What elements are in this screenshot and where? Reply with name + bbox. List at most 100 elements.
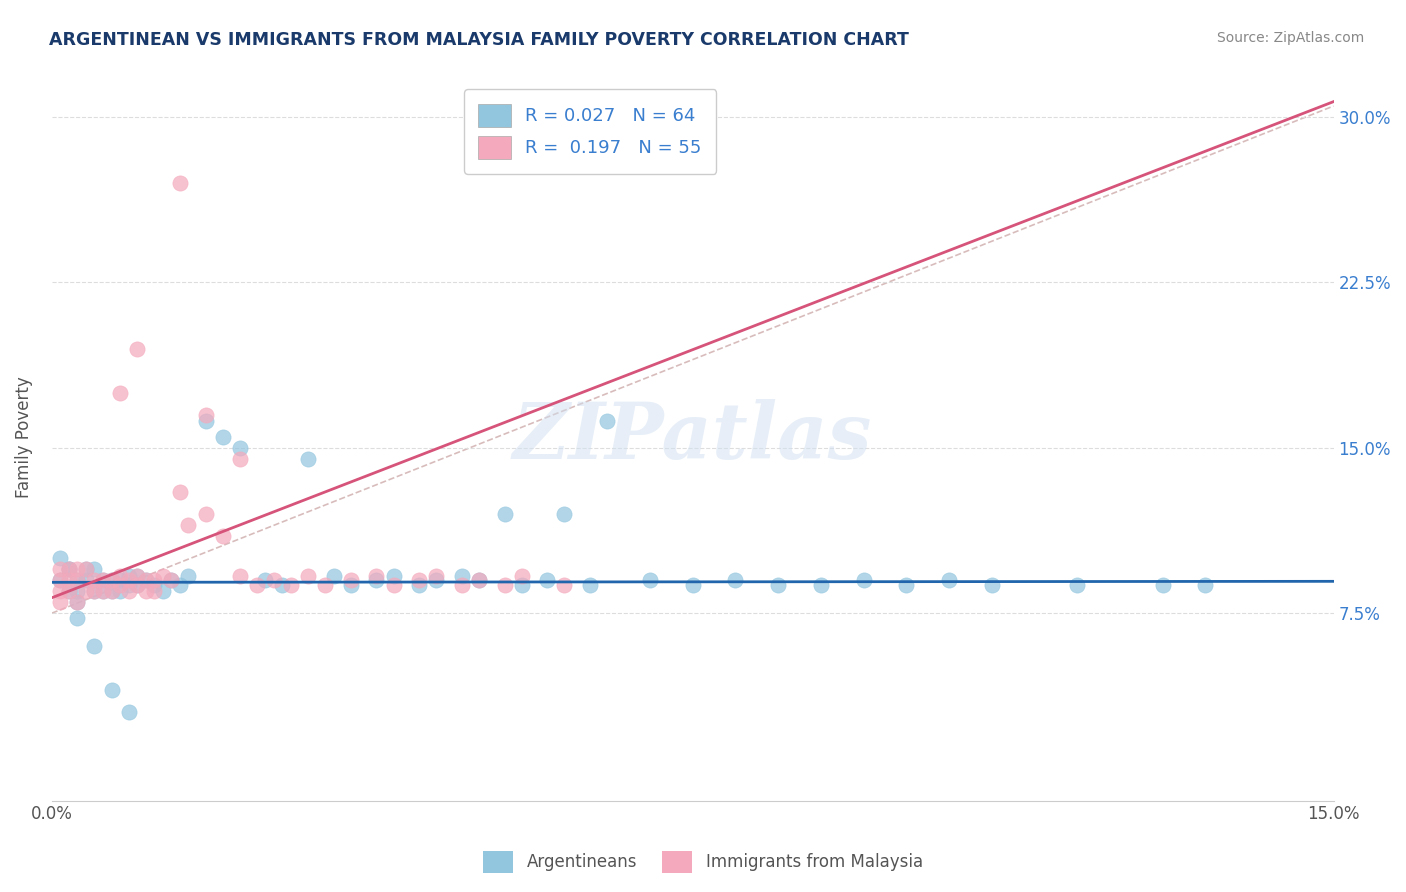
- Point: [366, 568, 388, 582]
- Point: [280, 577, 302, 591]
- Point: [75, 562, 97, 576]
- Point: [596, 414, 619, 428]
- Point: [271, 577, 294, 591]
- Point: [49, 573, 72, 587]
- Point: [118, 706, 141, 720]
- Point: [75, 573, 97, 587]
- Point: [366, 573, 388, 587]
- Legend: R = 0.027   N = 64, R =  0.197   N = 55: R = 0.027 N = 64, R = 0.197 N = 55: [464, 89, 716, 174]
- Point: [66, 573, 89, 587]
- Point: [177, 568, 200, 582]
- Point: [246, 577, 269, 591]
- Point: [49, 584, 72, 599]
- Point: [553, 507, 575, 521]
- Point: [127, 577, 149, 591]
- Point: [100, 573, 122, 587]
- Point: [169, 484, 191, 499]
- Point: [938, 573, 960, 587]
- Point: [58, 584, 80, 599]
- Text: ARGENTINEAN VS IMMIGRANTS FROM MALAYSIA FAMILY POVERTY CORRELATION CHART: ARGENTINEAN VS IMMIGRANTS FROM MALAYSIA …: [49, 31, 910, 49]
- Point: [536, 573, 558, 587]
- Point: [118, 573, 141, 587]
- Point: [83, 584, 105, 599]
- Point: [127, 342, 149, 356]
- Point: [766, 577, 789, 591]
- Point: [66, 562, 89, 576]
- Point: [451, 577, 474, 591]
- Point: [118, 584, 141, 599]
- Point: [1194, 577, 1216, 591]
- Point: [211, 529, 233, 543]
- Point: [49, 573, 72, 587]
- Point: [83, 573, 105, 587]
- Point: [340, 573, 363, 587]
- Point: [91, 584, 114, 599]
- Point: [177, 518, 200, 533]
- Point: [58, 573, 80, 587]
- Point: [194, 414, 217, 428]
- Point: [494, 577, 516, 591]
- Point: [229, 441, 252, 455]
- Point: [58, 584, 80, 599]
- Y-axis label: Family Poverty: Family Poverty: [15, 376, 32, 498]
- Point: [135, 584, 157, 599]
- Point: [143, 573, 166, 587]
- Point: [340, 577, 363, 591]
- Point: [169, 577, 191, 591]
- Point: [83, 640, 105, 654]
- Point: [169, 176, 191, 190]
- Point: [66, 595, 89, 609]
- Point: [408, 573, 430, 587]
- Point: [553, 577, 575, 591]
- Point: [810, 577, 832, 591]
- Point: [160, 573, 183, 587]
- Point: [108, 584, 131, 599]
- Point: [382, 568, 405, 582]
- Point: [58, 562, 80, 576]
- Point: [108, 385, 131, 400]
- Point: [425, 568, 447, 582]
- Point: [135, 573, 157, 587]
- Point: [66, 610, 89, 624]
- Point: [229, 451, 252, 466]
- Point: [108, 577, 131, 591]
- Point: [980, 577, 1002, 591]
- Point: [108, 568, 131, 582]
- Point: [160, 573, 183, 587]
- Legend: Argentineans, Immigrants from Malaysia: Argentineans, Immigrants from Malaysia: [477, 845, 929, 880]
- Point: [118, 577, 141, 591]
- Text: Source: ZipAtlas.com: Source: ZipAtlas.com: [1216, 31, 1364, 45]
- Point: [143, 577, 166, 591]
- Point: [118, 568, 141, 582]
- Point: [724, 573, 747, 587]
- Point: [510, 577, 533, 591]
- Point: [468, 573, 491, 587]
- Point: [75, 562, 97, 576]
- Point: [58, 562, 80, 576]
- Point: [152, 584, 174, 599]
- Point: [382, 577, 405, 591]
- Point: [49, 551, 72, 566]
- Text: ZIPatlas: ZIPatlas: [513, 399, 872, 475]
- Point: [510, 568, 533, 582]
- Point: [494, 507, 516, 521]
- Point: [194, 507, 217, 521]
- Point: [852, 573, 875, 587]
- Point: [108, 573, 131, 587]
- Point: [83, 562, 105, 576]
- Point: [91, 584, 114, 599]
- Point: [100, 584, 122, 599]
- Point: [896, 577, 918, 591]
- Point: [468, 573, 491, 587]
- Point: [66, 584, 89, 599]
- Point: [83, 584, 105, 599]
- Point: [127, 568, 149, 582]
- Point: [579, 577, 602, 591]
- Point: [75, 584, 97, 599]
- Point: [91, 573, 114, 587]
- Point: [229, 568, 252, 582]
- Point: [408, 577, 430, 591]
- Point: [638, 573, 661, 587]
- Point: [297, 568, 319, 582]
- Point: [49, 595, 72, 609]
